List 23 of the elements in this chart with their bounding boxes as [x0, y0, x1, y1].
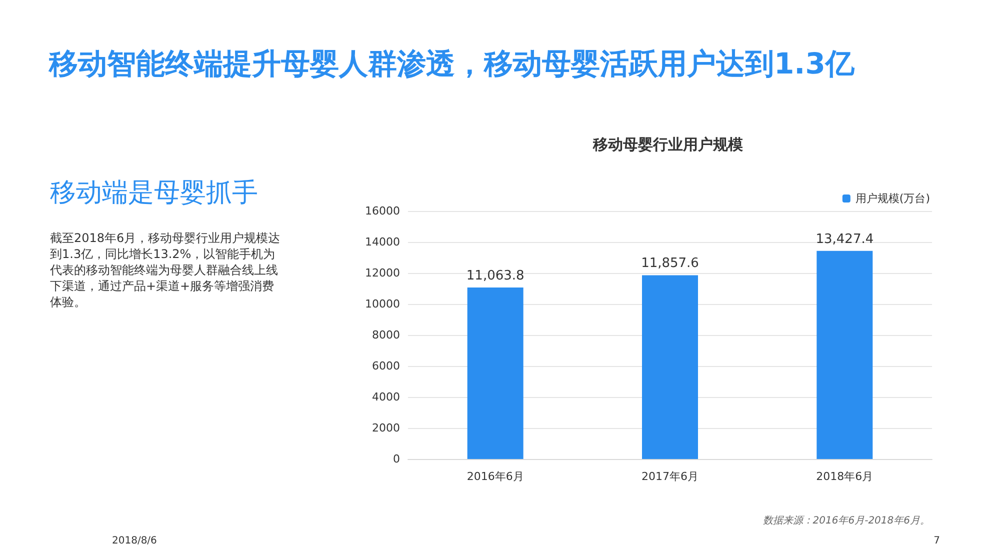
text: 7 [934, 536, 940, 546]
y-tick-label: 12000 [365, 266, 400, 280]
data-label: 11,063.8 [466, 268, 524, 284]
source-note: 数据来源：2016年6月-2018年6月。 [762, 514, 930, 526]
text: 截至2018年6月，移动母婴行业用户规模达到1.3亿，同比增长13.2%，以智能手机为代表的移动智能终端为母婴人群融合线上线下渠道，通过产品+渠道+服务等增强消费体验。 [49, 231, 280, 309]
y-tick-label: 14000 [365, 236, 400, 248]
x-tick-label: 2016年6月 [466, 470, 524, 483]
text: 2018/8/6 [112, 536, 157, 546]
y-tick-label: 2000 [372, 422, 400, 434]
y-tick-label: 0 [393, 452, 400, 466]
chart-subtitle: 移动智能终端提升母婴人群渗透，移动母婴活跃用户达到1.3亿 [48, 46, 856, 80]
y-tick-label: 16000 [365, 204, 400, 218]
x-tick-label: 2018年6月 [816, 470, 874, 483]
y-tick-label: 4000 [372, 390, 400, 404]
text: 移动端是母婴抓手 [50, 178, 258, 208]
y-tick-label: 6000 [372, 360, 400, 372]
y-tick-label: 8000 [372, 328, 400, 342]
chart-title: 移动母婴行业用户规模 [592, 136, 744, 154]
data-label: 13,427.4 [816, 232, 874, 247]
data-label: 11,857.6 [641, 256, 699, 272]
y-tick-label: 10000 [365, 298, 400, 310]
legend-label: 用户规模(万台) [855, 192, 930, 205]
x-tick-label: 2017年6月 [642, 470, 698, 483]
